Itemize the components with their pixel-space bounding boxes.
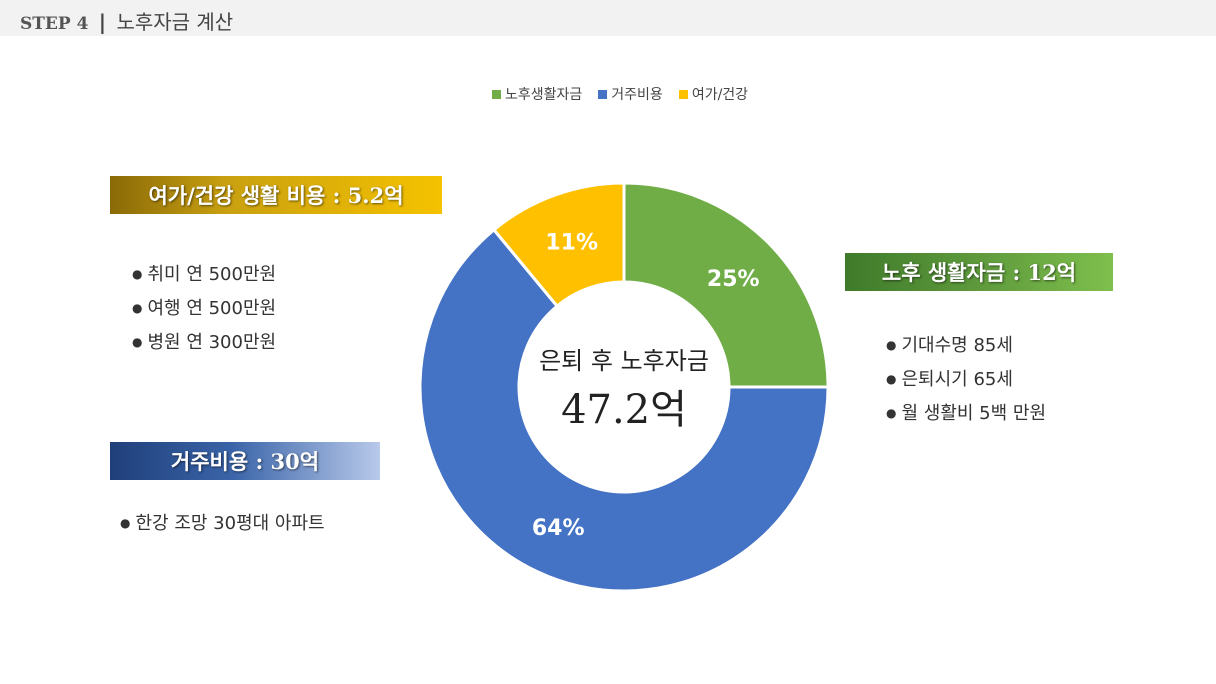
list-item: 취미 연 500만원 xyxy=(132,257,276,291)
header-bar xyxy=(0,0,1216,36)
leisure-list: 취미 연 500만원 여행 연 500만원 병원 연 300만원 xyxy=(132,257,276,359)
legend-label-leisure: 여가/건강 xyxy=(691,87,749,103)
legend-label-housing: 거주비용 xyxy=(611,87,663,103)
center-subtitle: 은퇴 후 노후자금 xyxy=(539,347,709,375)
slice-leisure xyxy=(491,181,626,309)
legend-item-living: 노후생활자금 xyxy=(492,84,582,104)
list-item: 여행 연 500만원 xyxy=(132,291,276,325)
housing-heading: 거주비용 : 30억 xyxy=(110,442,380,480)
list-item: 한강 조망 30평대 아파트 xyxy=(120,506,324,540)
slice-living-label: 25% xyxy=(707,267,760,292)
slice-housing xyxy=(418,227,830,593)
title-text: 노후자금 계산 xyxy=(116,10,234,34)
step-label: STEP 4 xyxy=(20,14,89,34)
list-item: 은퇴시기 65세 xyxy=(886,362,1046,396)
list-item: 기대수명 85세 xyxy=(886,328,1046,362)
legend-item-housing: 거주비용 xyxy=(598,84,663,104)
slice-leisure-label: 11% xyxy=(545,231,598,256)
page-title: STEP 4 | 노후자금 계산 xyxy=(20,6,233,35)
legend-item-leisure: 여가/건강 xyxy=(678,84,749,104)
housing-list: 한강 조망 30평대 아파트 xyxy=(120,506,324,540)
list-item: 월 생활비 5백 만원 xyxy=(886,396,1046,430)
slice-housing-label: 64% xyxy=(532,516,585,541)
legend-swatch-housing xyxy=(598,89,608,99)
slice-living xyxy=(622,181,830,389)
legend-label-living: 노후생활자금 xyxy=(505,87,583,103)
center-total: 47.2억 xyxy=(561,387,687,433)
chart-legend: 노후생활자금 거주비용 여가/건강 xyxy=(492,84,748,104)
living-heading: 노후 생활자금 : 12억 xyxy=(845,253,1113,291)
living-list: 기대수명 85세 은퇴시기 65세 월 생활비 5백 만원 xyxy=(886,328,1046,430)
legend-swatch-living xyxy=(492,89,501,99)
title-separator: | xyxy=(98,10,107,34)
list-item: 병원 연 300만원 xyxy=(132,325,276,359)
legend-swatch-leisure xyxy=(678,89,688,99)
donut-center: 은퇴 후 노후자금 47.2억 xyxy=(512,344,736,442)
leisure-heading: 여가/건강 생활 비용 : 5.2억 xyxy=(110,176,442,214)
